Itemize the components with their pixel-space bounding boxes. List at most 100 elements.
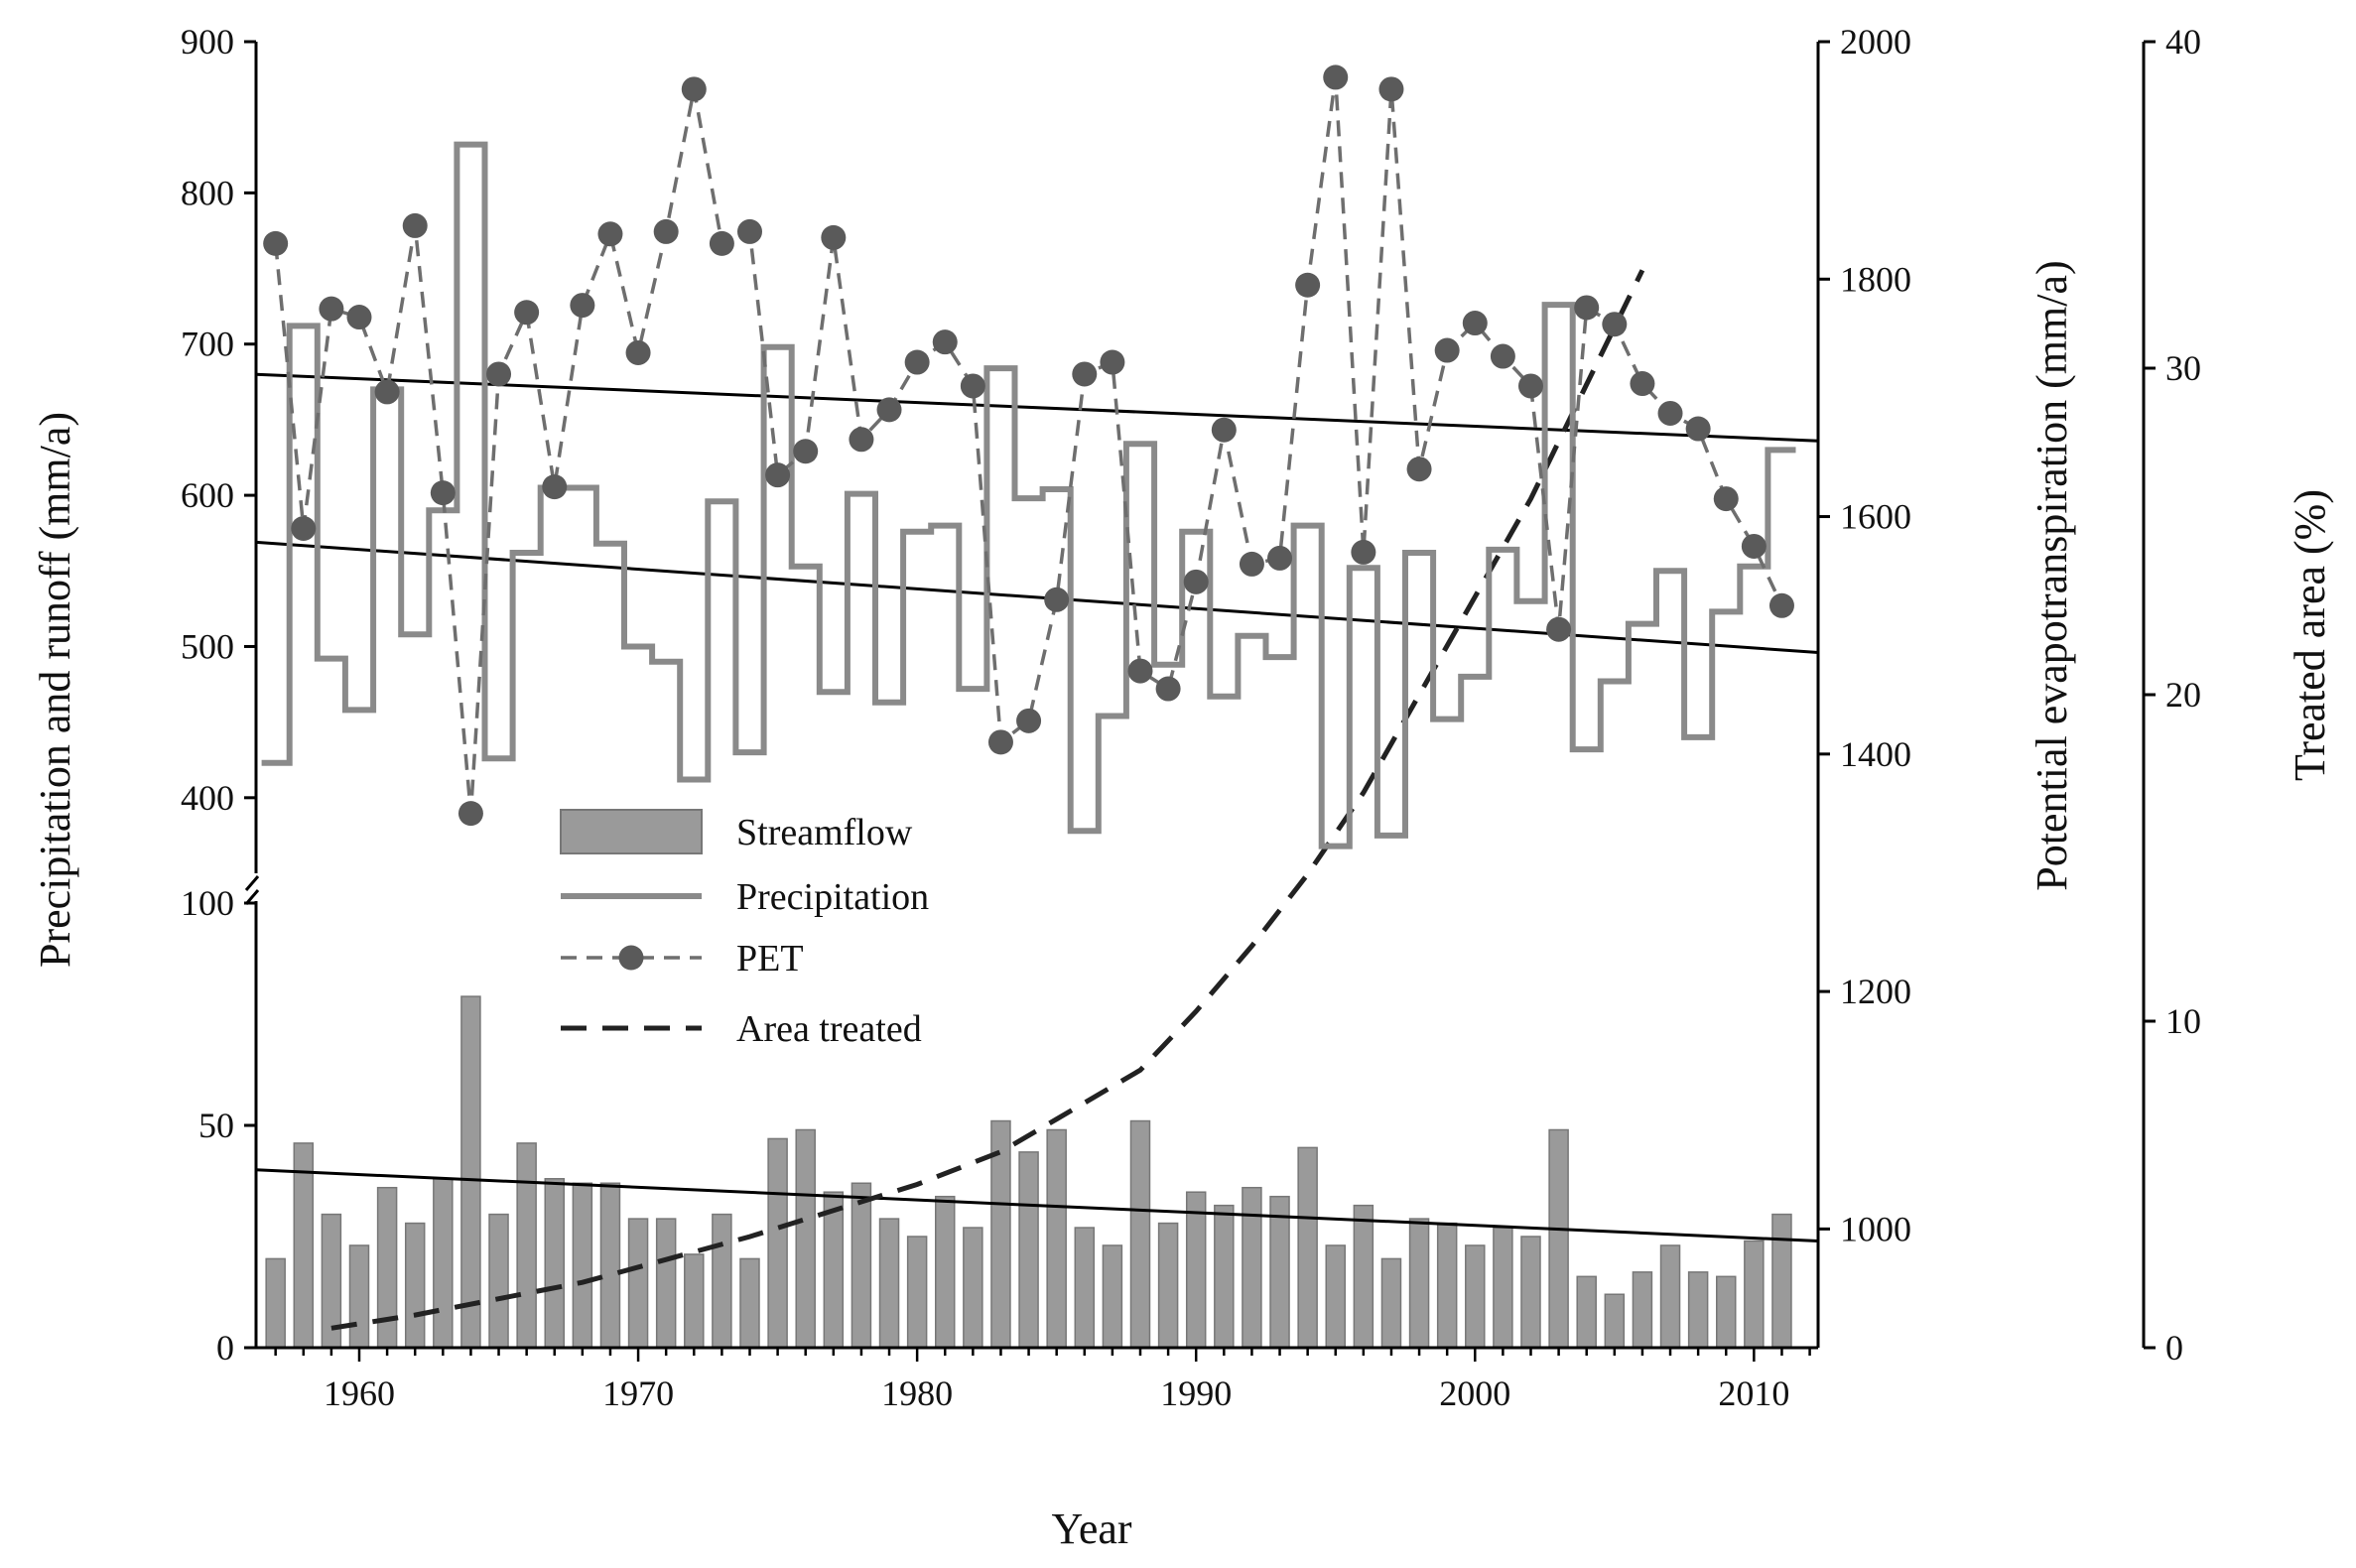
- x-axis-title: Year: [1051, 1504, 1131, 1553]
- pet-marker: [1155, 676, 1181, 702]
- pet-series: [263, 65, 1794, 827]
- treated-axis-title: Treated area (%): [2286, 489, 2334, 781]
- left-lower-tick-label: 50: [198, 1106, 234, 1145]
- x-tick-label: 2000: [1439, 1373, 1510, 1413]
- streamflow-bar: [1493, 1227, 1513, 1349]
- left-upper-tick-label: 900: [181, 22, 234, 62]
- streamflow-bar: [934, 1195, 956, 1349]
- pet-marker: [1741, 533, 1767, 559]
- left-upper-tick-label: 700: [181, 325, 234, 364]
- streamflow-bar: [767, 1137, 788, 1349]
- streamflow-bar: [1157, 1222, 1179, 1349]
- pet-marker: [904, 349, 930, 375]
- streamflow-bar: [1046, 1128, 1067, 1349]
- streamflow-bar: [376, 1186, 398, 1349]
- streamflow-bar: [1214, 1204, 1235, 1349]
- pet-marker: [987, 729, 1013, 755]
- pet-marker: [458, 801, 483, 827]
- streamflow-bar: [293, 1142, 315, 1349]
- pet-tick-label: 1200: [1840, 972, 1911, 1011]
- pet-marker: [736, 218, 762, 244]
- pet-marker: [1211, 417, 1237, 443]
- streamflow-bar: [1465, 1244, 1486, 1349]
- streamflow-bar: [878, 1218, 900, 1349]
- x-tick-label: 1990: [1160, 1373, 1232, 1413]
- streamflow-bar: [1380, 1257, 1402, 1349]
- precipitation-series: [261, 141, 1796, 849]
- pet-marker: [653, 218, 679, 244]
- streamflow-bar: [795, 1128, 816, 1349]
- left-axis-title: Precipitation and runoff (mm/a): [31, 412, 79, 968]
- streamflow-bar: [1102, 1244, 1123, 1349]
- streamflow-bar: [963, 1227, 983, 1349]
- pet-tick-label: 1000: [1840, 1209, 1911, 1248]
- pet-marker: [1517, 373, 1543, 399]
- pet-marker: [821, 224, 847, 250]
- pet-marker: [319, 296, 344, 322]
- pet-marker: [1267, 545, 1293, 571]
- streamflow-bar: [1687, 1271, 1709, 1349]
- pet-marker: [1183, 569, 1209, 594]
- streamflow-bar: [1297, 1146, 1318, 1349]
- streamflow-bar: [1436, 1222, 1458, 1349]
- pet-marker: [1602, 312, 1628, 337]
- pet-marker: [597, 221, 623, 247]
- streamflow-bar: [1744, 1240, 1765, 1349]
- left-upper-tick-label: 600: [181, 475, 234, 515]
- pet-axis-title: Potential evapotranspiration (mm/a): [2028, 260, 2076, 890]
- streamflow-bar: [1353, 1204, 1374, 1349]
- streamflow-bar: [1604, 1293, 1626, 1349]
- streamflow-bar: [823, 1191, 845, 1349]
- pet-marker: [1768, 592, 1794, 618]
- legend-label: Area treated: [736, 1008, 922, 1050]
- pet-marker: [1630, 371, 1655, 397]
- legend-label: Streamflow: [736, 812, 913, 853]
- treated-tick-label: 20: [2165, 675, 2201, 715]
- axis-break-mark: [244, 875, 260, 891]
- pet-marker: [1406, 457, 1432, 482]
- legend-swatch-pet-marker: [618, 945, 644, 971]
- area-treated-series: [330, 269, 1645, 1331]
- streamflow-bar: [1715, 1275, 1737, 1349]
- streamflow-bar: [1269, 1195, 1290, 1349]
- x-tick-label: 2010: [1718, 1373, 1789, 1413]
- pet-marker: [876, 397, 902, 423]
- streamflow-bar: [1632, 1271, 1653, 1349]
- pet-marker: [849, 427, 874, 453]
- streamflow-bar: [712, 1213, 732, 1349]
- left-upper-tick-label: 400: [181, 778, 234, 818]
- area-treated-line: [330, 269, 1645, 1331]
- pet-marker: [793, 439, 819, 464]
- pet-marker: [1462, 311, 1488, 336]
- left-upper-tick-label: 800: [181, 173, 234, 212]
- streamflow-bar: [1325, 1244, 1346, 1349]
- pet-tick-label: 2000: [1840, 22, 1911, 62]
- pet-marker: [1351, 539, 1376, 565]
- pet-marker: [932, 329, 958, 355]
- streamflow-bar: [655, 1218, 677, 1349]
- pet-marker: [1295, 272, 1321, 298]
- pet-tick-label: 1600: [1840, 497, 1911, 537]
- pet-marker: [570, 293, 595, 319]
- pet-marker: [1323, 65, 1349, 90]
- streamflow-bar: [1242, 1186, 1262, 1349]
- pet-marker: [1685, 416, 1711, 442]
- pet-marker: [1239, 551, 1264, 577]
- pet-marker: [1072, 361, 1098, 387]
- pet-marker: [709, 230, 734, 256]
- streamflow-bar: [1520, 1236, 1541, 1349]
- treated-tick-label: 0: [2165, 1328, 2183, 1368]
- pet-tick-label: 1800: [1840, 259, 1911, 299]
- streamflow-bar: [265, 1257, 286, 1349]
- streamflow-bar: [1548, 1128, 1569, 1349]
- pet-marker: [430, 480, 456, 506]
- streamflow-bar: [906, 1236, 928, 1349]
- x-tick-label: 1960: [324, 1373, 395, 1413]
- pet-marker: [374, 379, 400, 405]
- streamflow-bar: [460, 995, 481, 1349]
- x-tick-label: 1980: [881, 1373, 953, 1413]
- streamflow-bar: [1074, 1227, 1096, 1349]
- trend-line: [255, 1168, 1819, 1242]
- treated-tick-label: 40: [2165, 22, 2201, 62]
